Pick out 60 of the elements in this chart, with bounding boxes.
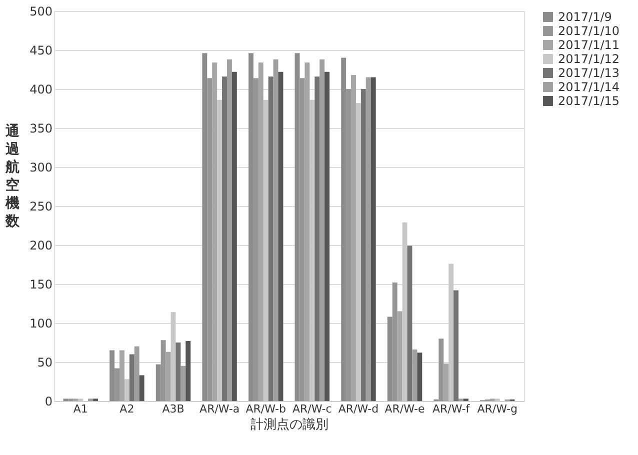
x-tick-label: AR/W-b xyxy=(246,402,286,416)
x-tick-label: A3B xyxy=(162,402,184,416)
bar xyxy=(417,352,422,401)
legend-label: 2017/1/13 xyxy=(558,66,620,80)
y-tick-label: 100 xyxy=(30,316,52,330)
bar xyxy=(324,72,330,401)
bar xyxy=(397,311,402,401)
x-tick-label: A2 xyxy=(120,402,134,416)
y-tick-label: 200 xyxy=(30,238,52,252)
bar xyxy=(268,76,274,401)
bar xyxy=(278,72,284,401)
y-tick-label: 50 xyxy=(37,356,52,370)
bar xyxy=(134,346,140,401)
bar xyxy=(258,62,264,401)
bar xyxy=(366,77,371,401)
x-tick-label: AR/W-a xyxy=(200,402,240,416)
x-tick-label: AR/W-d xyxy=(338,402,379,416)
bar xyxy=(180,366,186,401)
bar xyxy=(186,340,191,401)
legend-label: 2017/1/11 xyxy=(558,38,620,52)
x-tick-label: A1 xyxy=(73,402,88,416)
x-tick-label: AR/W-c xyxy=(292,402,332,416)
bar xyxy=(407,246,412,401)
bar xyxy=(320,59,325,401)
y-tick-label: 0 xyxy=(44,394,52,408)
bar xyxy=(304,62,310,401)
bar xyxy=(454,290,459,401)
legend-label: 2017/1/12 xyxy=(558,52,620,66)
x-tick-label: AR/W-f xyxy=(432,402,471,416)
bar xyxy=(351,74,356,401)
y-axis-title: 通過航空機数 xyxy=(4,122,20,230)
y-tick-label: 250 xyxy=(30,200,52,214)
y-tick-label: 300 xyxy=(30,160,52,174)
legend-label: 2017/1/10 xyxy=(558,24,620,38)
bar xyxy=(360,89,366,401)
y-tick-label: 150 xyxy=(30,278,52,292)
bar xyxy=(444,364,449,401)
bar xyxy=(222,76,227,401)
y-tick-label: 500 xyxy=(30,4,52,18)
bar xyxy=(412,350,418,401)
legend-label: 2017/1/9 xyxy=(558,10,612,24)
legend-label: 2017/1/15 xyxy=(558,94,620,108)
x-axis-title: 計測点の識別 xyxy=(250,418,328,432)
legend-label: 2017/1/14 xyxy=(558,80,620,94)
bar xyxy=(314,76,320,401)
bar xyxy=(129,354,134,401)
bar xyxy=(370,77,376,401)
x-tick-label: AR/W-e xyxy=(384,402,426,416)
bar xyxy=(226,59,232,401)
y-tick-label: 400 xyxy=(30,82,52,96)
y-tick-label: 450 xyxy=(30,44,52,58)
bar xyxy=(232,72,237,401)
bar xyxy=(166,352,171,401)
bar xyxy=(119,350,124,401)
bar xyxy=(139,375,144,401)
bar xyxy=(273,59,278,401)
x-tick-label: AR/W-g xyxy=(477,402,518,416)
y-tick-label: 350 xyxy=(30,122,52,136)
bar xyxy=(212,62,218,401)
bar xyxy=(176,342,181,401)
